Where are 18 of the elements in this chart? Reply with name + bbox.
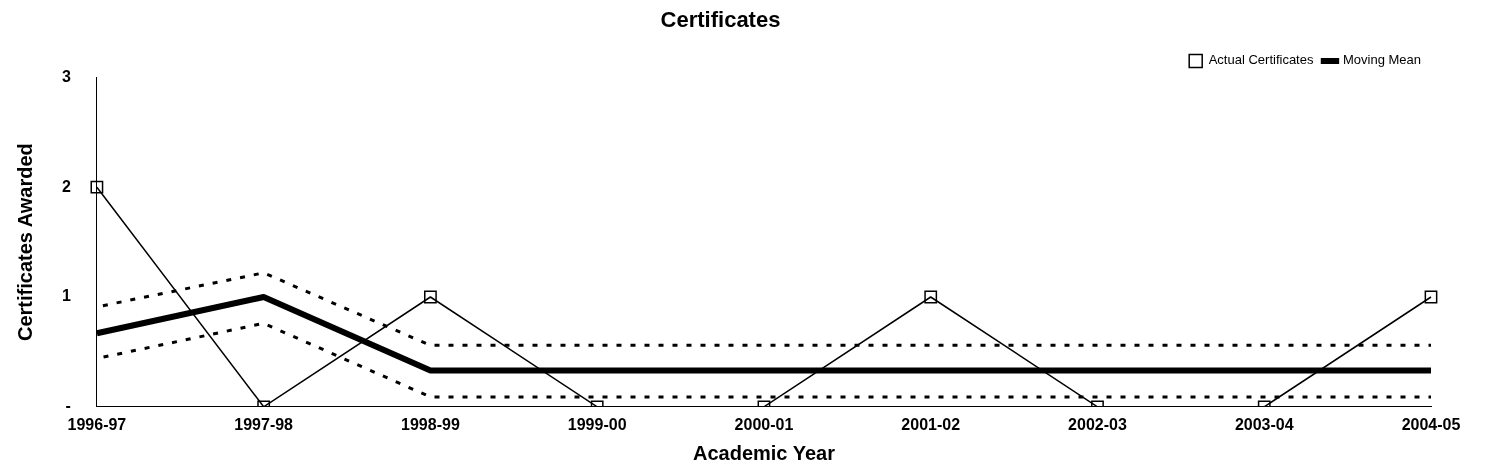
y-tick-label: - — [65, 397, 71, 415]
y-tick-label: 1 — [61, 287, 71, 305]
x-tick-label: 2002-03 — [1068, 415, 1127, 433]
y-tick-label: 2 — [61, 177, 71, 195]
x-tick-label: 1999-00 — [567, 415, 627, 433]
x-tick-label: 2001-02 — [901, 415, 961, 433]
x-tick-label: 1997-98 — [234, 415, 294, 433]
legend-label: Actual Certificates — [1208, 52, 1314, 68]
legend-label: Moving Mean — [1342, 52, 1422, 68]
chart-title: Certificates — [660, 7, 781, 33]
x-tick-label: 1998-99 — [401, 415, 460, 433]
y-tick-label: 3 — [61, 67, 71, 85]
x-tick-label: 2003-04 — [1234, 415, 1294, 433]
x-tick-label: 2000-01 — [734, 415, 794, 433]
x-tick-label: 1996-97 — [67, 415, 127, 433]
y-axis-title: Certificates Awarded — [13, 143, 36, 342]
x-tick-label: 2004-05 — [1401, 415, 1461, 433]
x-axis-title: Academic Year — [692, 441, 836, 464]
